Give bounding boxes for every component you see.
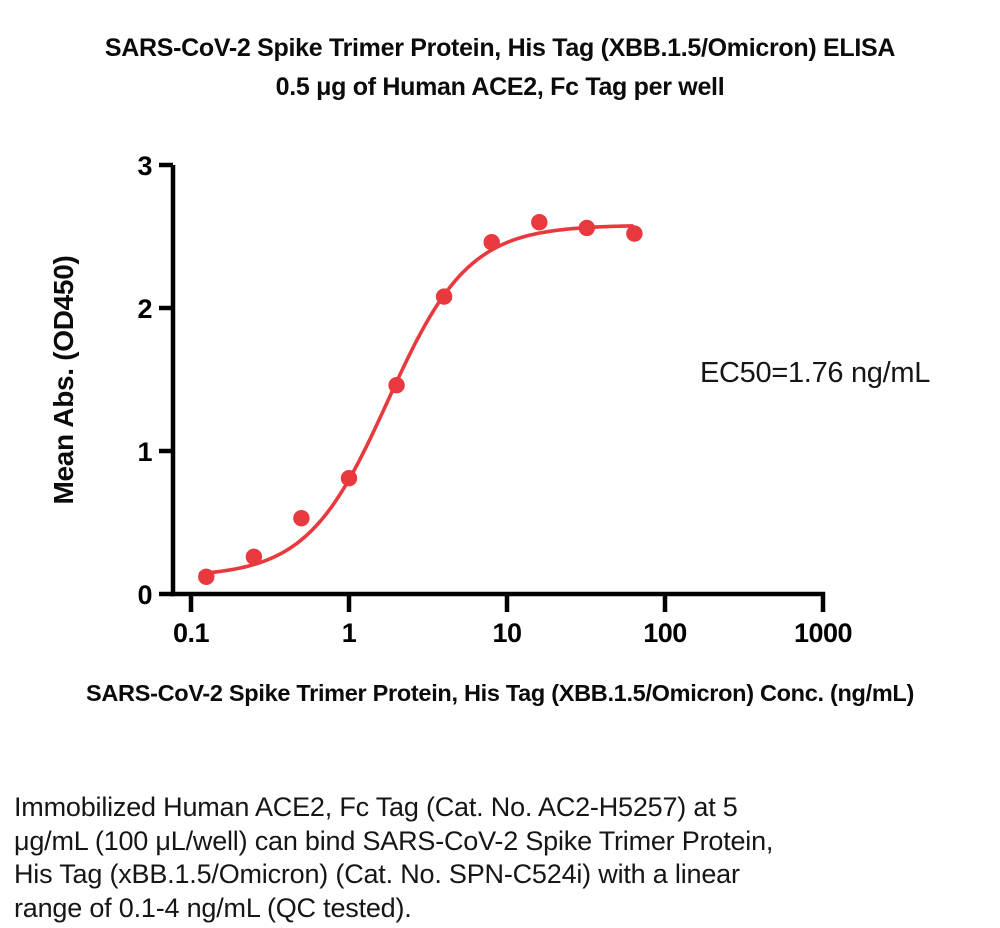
data-point bbox=[293, 510, 310, 527]
x-tick-label: 1 bbox=[342, 618, 357, 648]
data-point bbox=[531, 214, 548, 231]
data-point bbox=[578, 219, 595, 237]
chart-title-line2: 0.5 μg of Human ACE2, Fc Tag per well bbox=[275, 73, 725, 101]
y-axis-title: Mean Abs. (OD450) bbox=[48, 255, 79, 505]
caption-line-3: His Tag (xBB.1.5/Omicron) (Cat. No. SPN-… bbox=[14, 859, 740, 889]
x-tick-label: 0.1 bbox=[173, 618, 210, 648]
x-axis-title: SARS-CoV-2 Spike Trimer Protein, His Tag… bbox=[85, 680, 914, 706]
data-point bbox=[198, 568, 215, 585]
x-tick-label: 10 bbox=[492, 618, 521, 648]
y-tick-label: 3 bbox=[137, 151, 152, 181]
figure-caption: Immobilized Human ACE2, Fc Tag (Cat. No.… bbox=[14, 791, 773, 925]
chart-title-line1: SARS-CoV-2 Spike Trimer Protein, His Tag… bbox=[104, 34, 896, 62]
data-point bbox=[388, 377, 405, 394]
fit-curve bbox=[198, 224, 634, 576]
chart-title: SARS-CoV-2 Spike Trimer Protein, His Tag… bbox=[0, 29, 1000, 107]
y-tick-label: 2 bbox=[137, 294, 152, 324]
x-tick-label: 1000 bbox=[794, 618, 852, 648]
y-tick-label: 0 bbox=[137, 580, 152, 610]
data-point bbox=[245, 548, 263, 565]
data-point bbox=[340, 470, 358, 487]
y-tick-label: 1 bbox=[137, 437, 152, 467]
x-tick-label: 100 bbox=[643, 618, 687, 648]
data-point bbox=[435, 288, 453, 305]
caption-line-1: Immobilized Human ACE2, Fc Tag (Cat. No.… bbox=[14, 792, 738, 822]
ec50-annotation: EC50=1.76 ng/mL bbox=[700, 357, 931, 389]
caption-line-4: range of 0.1-4 ng/mL (QC tested). bbox=[14, 892, 412, 923]
data-point bbox=[483, 234, 500, 251]
caption-line-2: μg/mL (100 μL/well) can bind SARS-CoV-2 … bbox=[14, 825, 774, 856]
data-point bbox=[626, 225, 643, 242]
